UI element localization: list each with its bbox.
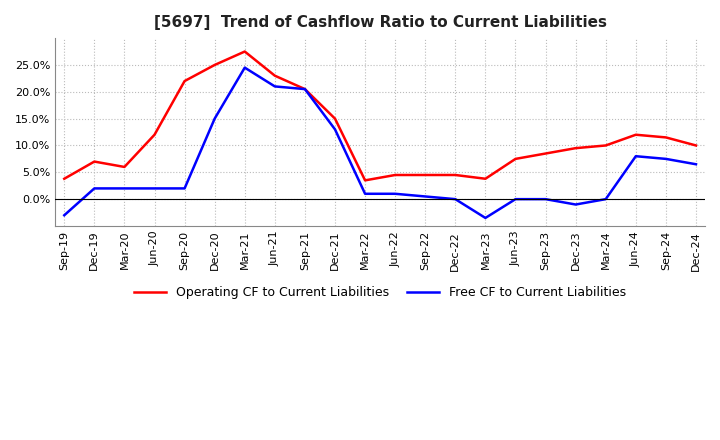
Operating CF to Current Liabilities <box>271 73 279 78</box>
Free CF to Current Liabilities <box>271 84 279 89</box>
Line: Free CF to Current Liabilities: Free CF to Current Liabilities <box>64 68 696 218</box>
Operating CF to Current Liabilities <box>481 176 490 181</box>
Free CF to Current Liabilities <box>60 213 68 218</box>
Free CF to Current Liabilities <box>511 197 520 202</box>
Line: Operating CF to Current Liabilities: Operating CF to Current Liabilities <box>64 51 696 180</box>
Free CF to Current Liabilities <box>240 65 249 70</box>
Free CF to Current Liabilities <box>120 186 129 191</box>
Operating CF to Current Liabilities <box>180 78 189 84</box>
Free CF to Current Liabilities <box>631 154 640 159</box>
Free CF to Current Liabilities <box>150 186 159 191</box>
Operating CF to Current Liabilities <box>60 176 68 181</box>
Operating CF to Current Liabilities <box>601 143 610 148</box>
Operating CF to Current Liabilities <box>361 178 369 183</box>
Free CF to Current Liabilities <box>662 156 670 161</box>
Operating CF to Current Liabilities <box>451 172 459 178</box>
Free CF to Current Liabilities <box>210 116 219 121</box>
Free CF to Current Liabilities <box>90 186 99 191</box>
Title: [5697]  Trend of Cashflow Ratio to Current Liabilities: [5697] Trend of Cashflow Ratio to Curren… <box>153 15 607 30</box>
Operating CF to Current Liabilities <box>421 172 430 178</box>
Operating CF to Current Liabilities <box>240 49 249 54</box>
Operating CF to Current Liabilities <box>330 116 339 121</box>
Free CF to Current Liabilities <box>572 202 580 207</box>
Operating CF to Current Liabilities <box>120 164 129 169</box>
Operating CF to Current Liabilities <box>541 151 550 156</box>
Free CF to Current Liabilities <box>361 191 369 196</box>
Operating CF to Current Liabilities <box>150 132 159 137</box>
Operating CF to Current Liabilities <box>511 156 520 161</box>
Operating CF to Current Liabilities <box>572 146 580 151</box>
Free CF to Current Liabilities <box>300 87 309 92</box>
Operating CF to Current Liabilities <box>391 172 400 178</box>
Free CF to Current Liabilities <box>481 215 490 220</box>
Free CF to Current Liabilities <box>541 197 550 202</box>
Free CF to Current Liabilities <box>391 191 400 196</box>
Free CF to Current Liabilities <box>421 194 430 199</box>
Free CF to Current Liabilities <box>601 197 610 202</box>
Free CF to Current Liabilities <box>451 197 459 202</box>
Operating CF to Current Liabilities <box>631 132 640 137</box>
Operating CF to Current Liabilities <box>692 143 701 148</box>
Free CF to Current Liabilities <box>330 127 339 132</box>
Operating CF to Current Liabilities <box>662 135 670 140</box>
Free CF to Current Liabilities <box>692 161 701 167</box>
Free CF to Current Liabilities <box>180 186 189 191</box>
Operating CF to Current Liabilities <box>90 159 99 164</box>
Legend: Operating CF to Current Liabilities, Free CF to Current Liabilities: Operating CF to Current Liabilities, Fre… <box>130 281 631 304</box>
Operating CF to Current Liabilities <box>300 87 309 92</box>
Operating CF to Current Liabilities <box>210 62 219 68</box>
